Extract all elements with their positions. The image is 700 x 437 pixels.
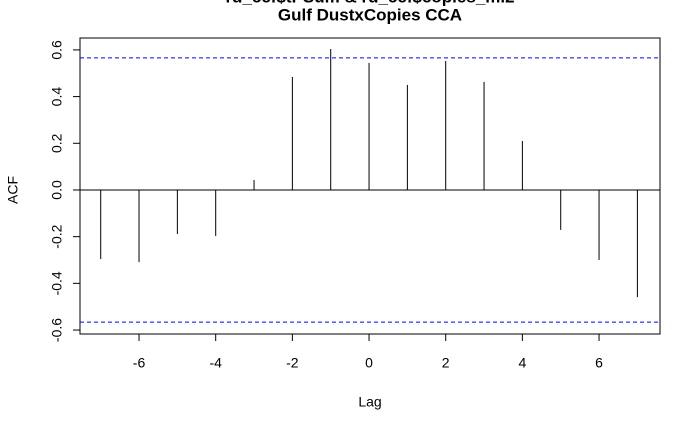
x-tick-label: -6 [133,355,146,371]
y-tick-label: 0.0 [49,180,65,200]
x-tick-label: -2 [286,355,299,371]
chart-title: rd_ccf$tPSum & rd_ccf$copies_ml2 [225,0,514,6]
chart-subtitle: Gulf DustxCopies CCA [278,5,462,24]
x-tick-label: 0 [365,355,373,371]
x-tick-label: 2 [442,355,450,371]
x-axis-label: Lag [358,394,381,410]
x-tick-label: 6 [595,355,603,371]
y-tick-label: 0.4 [49,87,65,107]
x-tick-label: -4 [209,355,222,371]
y-tick-label: 0.6 [49,40,65,60]
y-tick-label: -0.6 [49,318,65,342]
y-tick-label: -0.4 [49,271,65,295]
y-axis-label: ACF [5,176,21,204]
plot-frame [79,37,661,335]
y-tick-label: 0.2 [49,133,65,153]
x-tick-label: 4 [518,355,526,371]
y-tick-label: -0.2 [49,224,65,248]
